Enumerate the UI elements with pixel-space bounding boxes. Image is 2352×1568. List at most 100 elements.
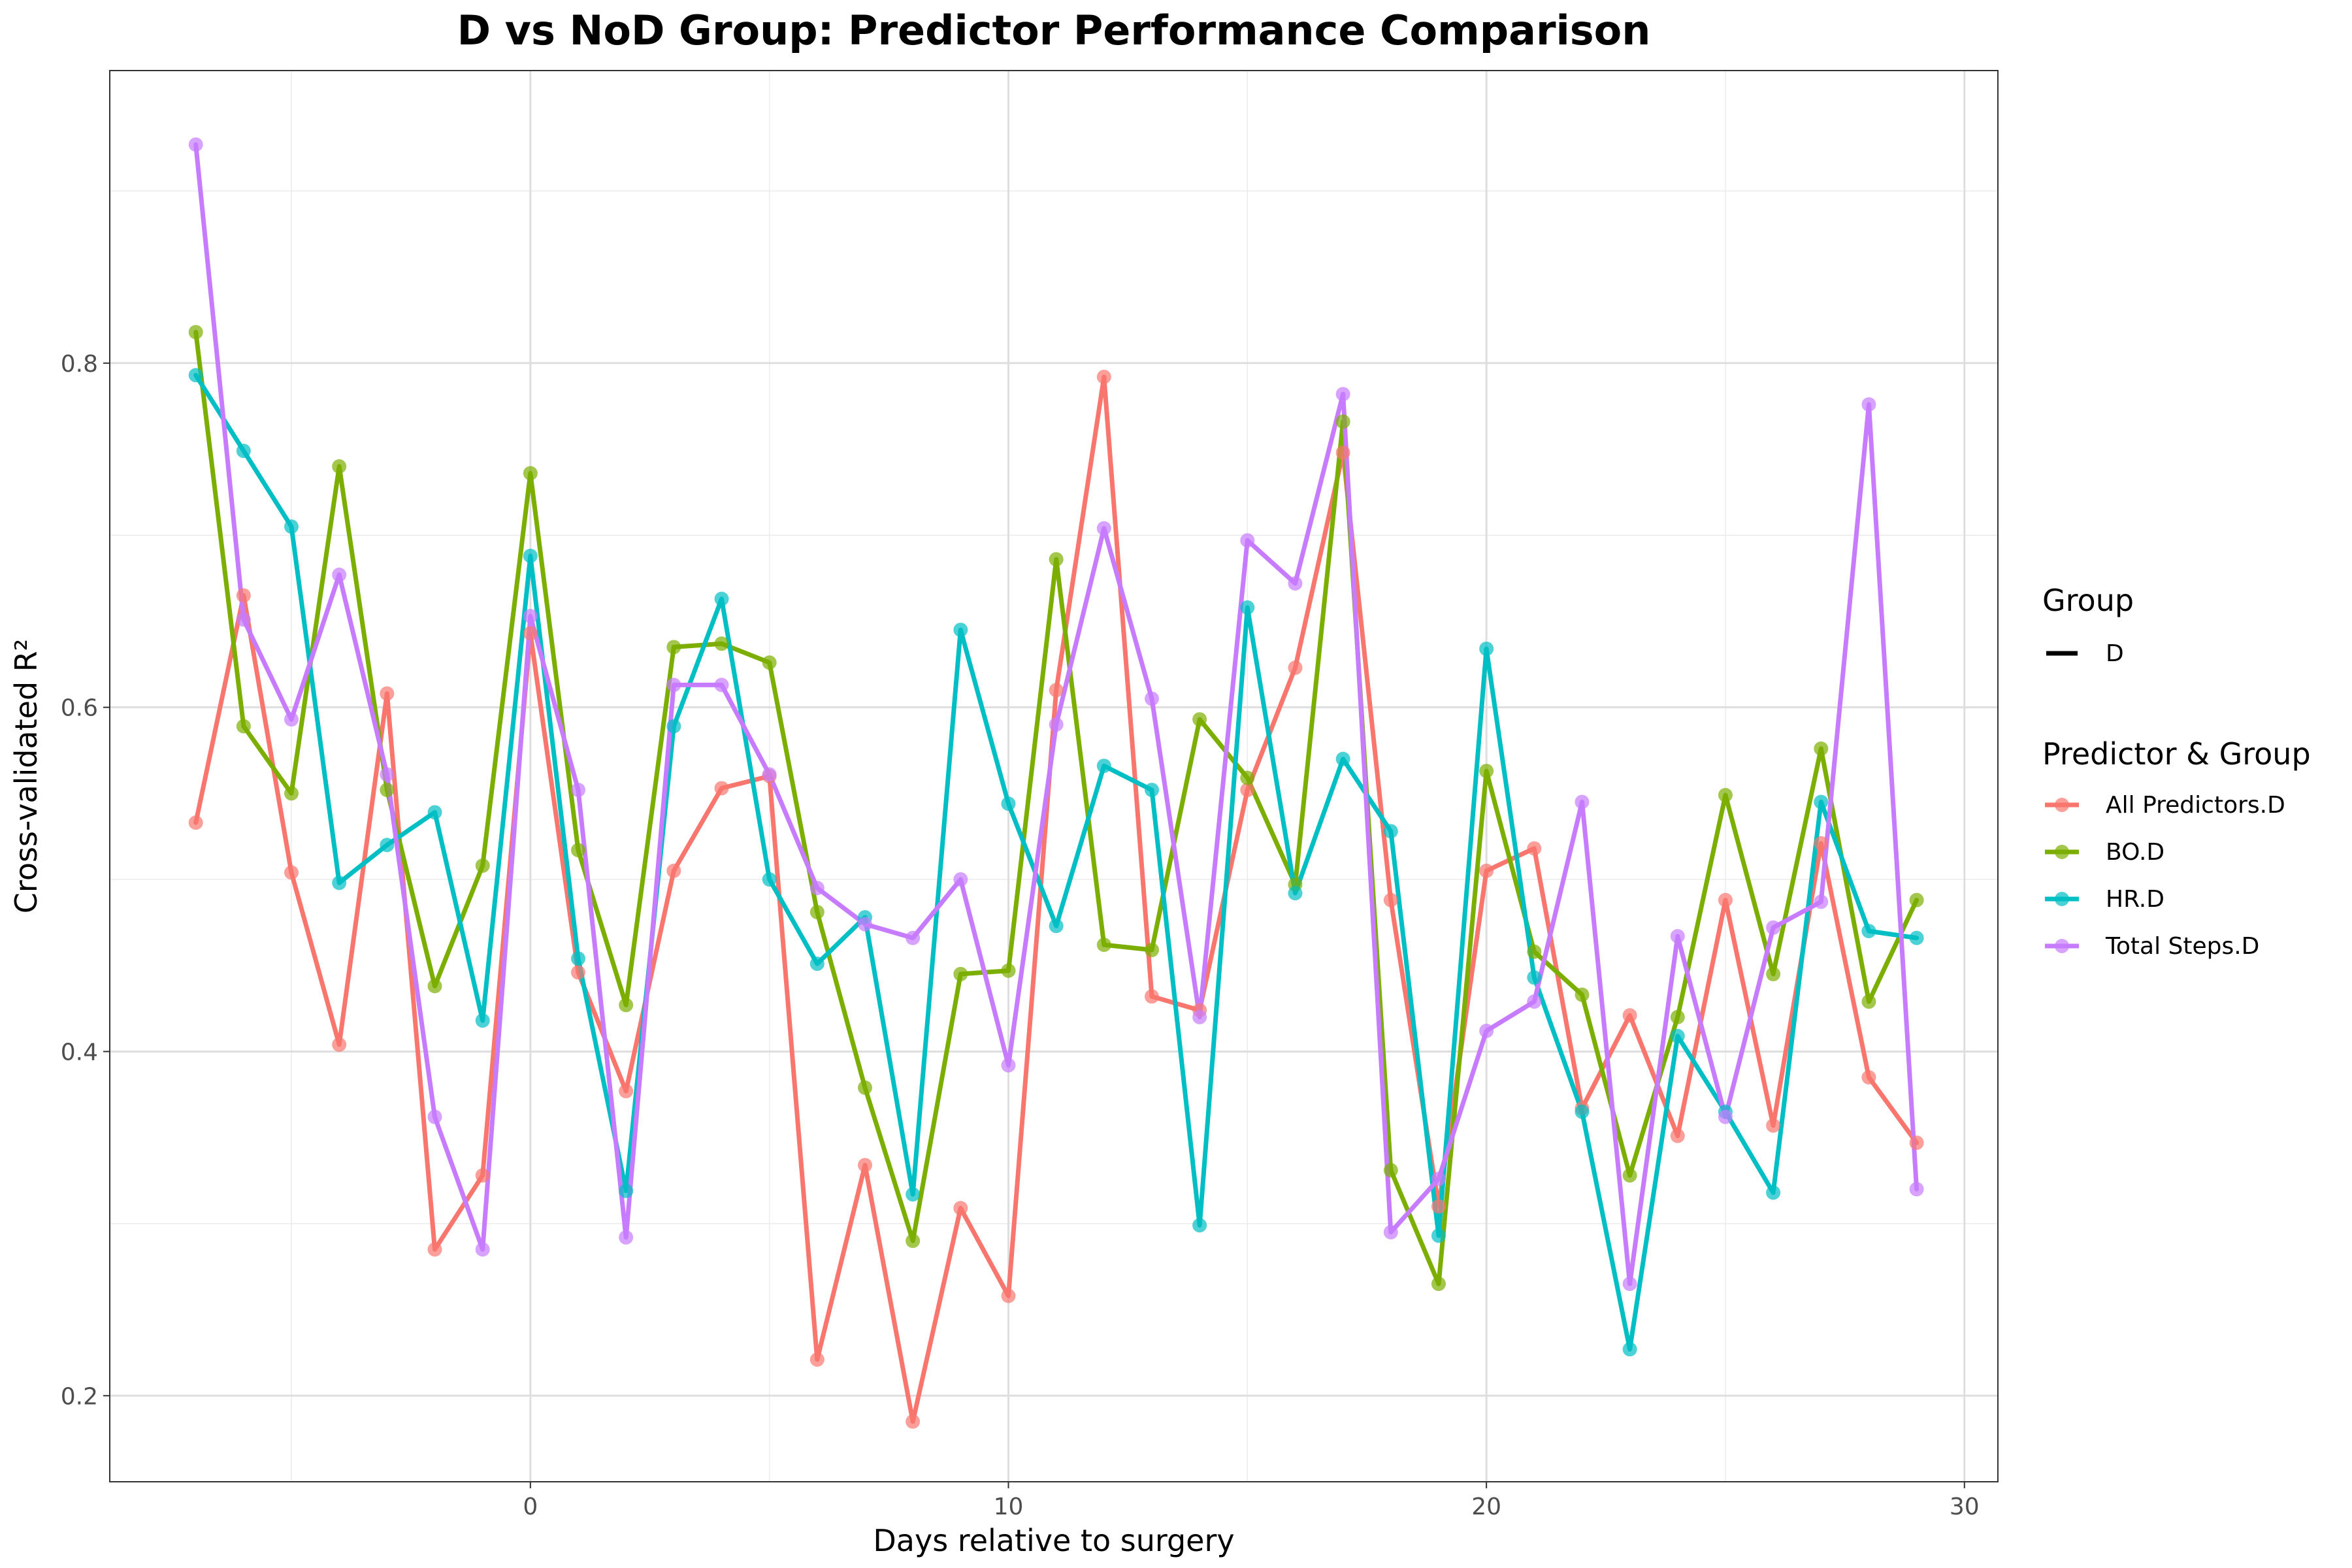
data-point-series-0 [858, 1158, 872, 1173]
data-point-series-2 [1527, 970, 1542, 985]
data-point-series-2 [1909, 930, 1924, 945]
data-point-series-2 [1049, 919, 1064, 934]
data-point-series-0 [714, 781, 729, 796]
data-point-series-0 [953, 1201, 968, 1216]
y-axis: 0.2 0.4 0.6 0.8 [61, 351, 110, 1410]
legend-key-point [2055, 939, 2069, 953]
legend-series-label: Total Steps.D [2105, 933, 2259, 960]
data-point-series-3 [906, 930, 921, 945]
data-point-series-3 [1335, 387, 1350, 402]
data-point-series-2 [1144, 783, 1159, 798]
data-point-series-3 [284, 712, 299, 727]
plot-panel [109, 70, 1999, 1482]
data-point-series-0 [666, 863, 681, 878]
data-point-series-2 [1814, 794, 1829, 809]
data-point-series-2 [666, 719, 681, 734]
data-point-series-3 [188, 137, 203, 152]
data-point-series-0 [619, 1084, 634, 1099]
legend-group-title: Group [2042, 583, 2134, 618]
data-point-series-3 [1622, 1277, 1637, 1292]
data-point-series-2 [1861, 924, 1876, 939]
data-point-series-3 [953, 872, 968, 887]
legend-key-point [2055, 892, 2069, 906]
data-point-series-0 [1335, 445, 1350, 460]
data-point-series-1 [858, 1080, 872, 1095]
data-point-series-1 [762, 655, 777, 670]
data-point-series-1 [284, 786, 299, 801]
legend: Group D Predictor & Group All Predictors… [2042, 583, 2311, 960]
data-point-series-0 [1431, 1199, 1446, 1214]
y-tick-label: 0.8 [61, 351, 98, 378]
data-point-series-2 [1479, 642, 1494, 657]
legend-series-entries: All Predictors.D BO.D HR.D Total Steps.D [2045, 792, 2285, 960]
data-point-series-0 [809, 1352, 825, 1367]
data-point-series-0 [1001, 1288, 1016, 1303]
data-point-series-3 [380, 767, 395, 782]
data-point-series-3 [571, 783, 586, 798]
data-point-series-2 [1622, 1342, 1637, 1357]
data-point-series-1 [1718, 787, 1733, 802]
data-point-series-1 [809, 905, 825, 920]
data-point-series-2 [1192, 1218, 1207, 1233]
data-point-series-2 [188, 368, 203, 383]
data-point-series-3 [714, 678, 729, 693]
data-point-series-2 [714, 591, 729, 606]
data-point-series-1 [1049, 552, 1064, 567]
data-point-series-1 [523, 466, 538, 481]
data-point-series-2 [619, 1183, 634, 1198]
data-point-series-0 [1479, 863, 1494, 878]
data-point-series-3 [762, 767, 777, 782]
data-point-series-2 [906, 1187, 921, 1202]
data-point-series-0 [523, 626, 538, 641]
data-point-series-3 [666, 678, 681, 693]
data-point-series-1 [332, 459, 347, 474]
data-point-series-2 [284, 519, 299, 534]
data-point-series-1 [1861, 994, 1876, 1009]
series-points [188, 137, 1924, 1429]
data-point-series-2 [1575, 1104, 1590, 1119]
plot-panel-background [110, 71, 1998, 1482]
data-point-series-1 [1096, 938, 1111, 953]
data-point-series-3 [1431, 1171, 1446, 1186]
data-point-series-1 [1001, 963, 1016, 978]
data-point-series-1 [1909, 892, 1924, 907]
data-point-series-1 [427, 979, 442, 994]
data-point-series-3 [1766, 920, 1781, 935]
legend-key-point [2055, 845, 2069, 859]
data-point-series-2 [1383, 824, 1398, 839]
data-point-series-0 [1383, 892, 1398, 907]
data-point-series-1 [1766, 966, 1781, 981]
data-point-series-1 [380, 783, 395, 798]
data-point-series-1 [714, 636, 729, 651]
legend-series-label: HR.D [2106, 886, 2164, 913]
data-point-series-0 [1622, 1008, 1637, 1023]
chart-title: D vs NoD Group: Predictor Performance Co… [457, 7, 1651, 54]
y-tick-label: 0.4 [61, 1039, 98, 1066]
data-point-series-3 [1670, 928, 1685, 943]
data-point-series-3 [523, 609, 538, 624]
data-point-series-0 [1096, 369, 1111, 384]
data-point-series-1 [1335, 414, 1350, 429]
data-point-series-1 [1192, 712, 1207, 727]
data-point-series-0 [284, 865, 299, 880]
legend-group-label: D [2106, 640, 2124, 667]
data-point-series-2 [1335, 751, 1350, 766]
data-point-series-1 [1383, 1163, 1398, 1178]
data-point-series-2 [427, 805, 442, 820]
data-point-series-0 [906, 1414, 921, 1429]
plot-panel-border [109, 70, 1999, 1482]
data-point-series-2 [953, 623, 968, 638]
data-point-series-3 [332, 567, 347, 582]
data-point-series-2 [1766, 1185, 1781, 1200]
data-point-series-1 [475, 858, 490, 873]
data-point-series-3 [1049, 717, 1064, 732]
data-point-series-3 [1144, 691, 1159, 706]
data-point-series-1 [1144, 943, 1159, 958]
data-point-series-2 [1001, 796, 1016, 811]
data-point-series-0 [1670, 1128, 1685, 1143]
data-point-series-1 [1431, 1277, 1446, 1292]
data-point-series-0 [332, 1037, 347, 1052]
data-point-series-3 [1861, 397, 1876, 412]
y-axis-title: Cross-validated R² [8, 639, 44, 913]
